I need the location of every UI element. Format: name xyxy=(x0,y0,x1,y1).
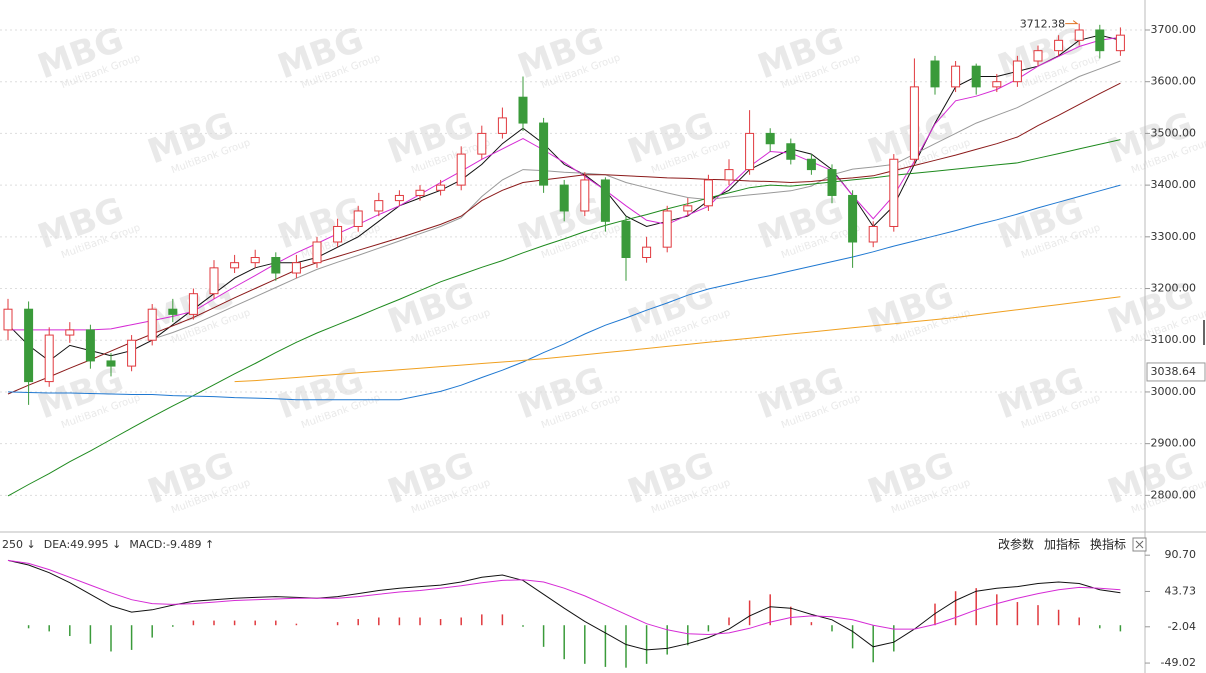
candle-body xyxy=(1095,29,1105,52)
candle-body xyxy=(600,179,610,222)
candle-body xyxy=(85,329,95,362)
candle-body xyxy=(271,257,281,274)
candle-body xyxy=(868,225,878,243)
candle-body xyxy=(621,220,631,259)
candle-body xyxy=(24,308,34,383)
candle-body xyxy=(1074,29,1084,41)
candle-body xyxy=(415,189,425,196)
candle-body xyxy=(559,184,569,212)
indicator-button[interactable]: 加指标 xyxy=(1044,537,1080,552)
y-tick-label: -2.04 xyxy=(1168,620,1196,633)
candle-body xyxy=(168,308,178,315)
max-annotation: 3712.38 xyxy=(1020,18,1066,31)
candle-body xyxy=(765,132,775,145)
y-tick-label: -49.02 xyxy=(1161,656,1196,669)
candle-body xyxy=(786,143,796,160)
macd-line xyxy=(7,559,1121,636)
y-tick-label: 3500.00 xyxy=(1151,126,1197,139)
candle-body xyxy=(745,132,755,171)
candle-body xyxy=(250,257,260,264)
candle-body xyxy=(44,334,54,383)
y-tick-label: 3200.00 xyxy=(1151,282,1197,295)
candle-body xyxy=(1054,39,1064,52)
candle-body xyxy=(374,200,384,212)
candle-body xyxy=(806,158,816,171)
candle-body xyxy=(477,132,487,155)
candle-body xyxy=(539,122,549,186)
candle-body xyxy=(518,96,528,124)
candle-body xyxy=(889,158,899,227)
candle-body xyxy=(827,169,837,196)
y-tick-label: 3300.00 xyxy=(1151,230,1197,243)
candle-body xyxy=(724,169,734,181)
candle-body xyxy=(1115,34,1125,52)
candle-body xyxy=(909,86,919,160)
candle-body xyxy=(497,117,507,134)
candle-body xyxy=(951,65,961,88)
indicator-button[interactable]: 换指标 xyxy=(1090,537,1126,552)
candle-body xyxy=(65,329,75,336)
candle-body xyxy=(703,179,713,207)
y-tick-label: 2900.00 xyxy=(1151,437,1197,450)
close-icon xyxy=(1135,540,1144,549)
y-tick-label: 3400.00 xyxy=(1151,178,1197,191)
candle-body xyxy=(188,293,198,315)
macd-line xyxy=(7,559,1121,651)
candle-body xyxy=(353,210,363,227)
ma-line xyxy=(234,296,1121,383)
y-tick-label: 3000.00 xyxy=(1151,385,1197,398)
indicator-header: 250 ↓ xyxy=(2,538,36,551)
y-tick-label: 3700.00 xyxy=(1151,23,1197,36)
candle-body xyxy=(127,339,137,367)
candle-body xyxy=(106,360,116,367)
candle-body xyxy=(312,241,322,264)
candle-body xyxy=(683,205,693,212)
candle-body xyxy=(456,153,466,186)
candle-body xyxy=(291,262,301,274)
candle-body xyxy=(580,179,590,212)
candle-body xyxy=(1012,60,1022,83)
candle-body xyxy=(230,262,240,269)
candle-body xyxy=(1033,50,1043,62)
candle-body xyxy=(971,65,981,88)
y-tick-label: 3600.00 xyxy=(1151,75,1197,88)
price-box xyxy=(1146,362,1206,382)
candle-body xyxy=(394,194,404,202)
candle-body xyxy=(147,308,157,341)
candle-body xyxy=(662,210,672,248)
y-tick-label: 2800.00 xyxy=(1151,488,1197,501)
candle-body xyxy=(436,184,446,191)
candle-body xyxy=(642,246,652,259)
candle-body xyxy=(992,81,1002,88)
y-tick-label: 90.70 xyxy=(1165,548,1197,561)
indicator-header: DEA:49.995 ↓ xyxy=(44,538,122,551)
max-arrow xyxy=(1065,20,1079,25)
indicator-button[interactable]: 改参数 xyxy=(998,537,1034,552)
y-tick-label: 3100.00 xyxy=(1151,333,1197,346)
candle-body xyxy=(848,194,858,243)
indicator-header: MACD:-9.489 ↑ xyxy=(129,538,214,551)
candle-body xyxy=(3,308,13,331)
y-tick-label: 43.73 xyxy=(1165,584,1197,597)
current-price: 3038.64 xyxy=(1151,365,1197,378)
ma-line xyxy=(7,184,1121,401)
candle-body xyxy=(930,60,940,88)
candle-body xyxy=(209,267,219,295)
candle-body xyxy=(333,225,343,243)
ma-line xyxy=(152,60,1121,340)
